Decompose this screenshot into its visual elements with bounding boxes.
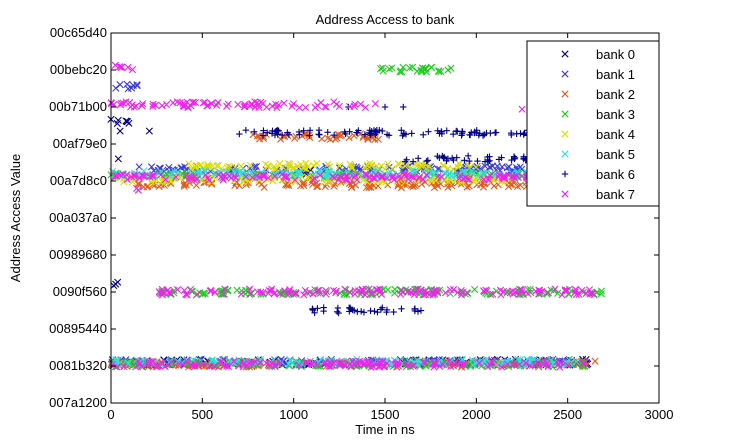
marker-stroke [155,182,163,191]
marker-stroke [298,132,306,140]
marker-stroke [134,179,143,187]
data-point [133,82,141,90]
data-point [147,163,156,171]
data-point [253,132,262,140]
marker-stroke [451,357,459,365]
marker-stroke [135,163,143,171]
data-point [279,132,287,140]
marker-stroke [114,116,122,124]
marker-stroke [227,166,235,174]
data-point [498,163,506,171]
data-point [277,135,285,143]
marker-stroke [125,119,133,127]
marker-stroke [114,155,122,163]
marker-stroke [110,281,118,290]
data-point [359,132,368,140]
marker-stroke [156,164,165,172]
marker-stroke [359,132,368,140]
marker-stroke [338,131,346,139]
data-point [345,134,353,142]
marker-stroke [133,82,141,90]
marker-stroke [345,134,353,142]
data-point [481,162,489,170]
data-point [400,164,408,172]
data-point [134,180,143,189]
marker-stroke [481,162,489,170]
data-point [114,116,122,124]
marker-stroke [127,84,136,92]
marker-stroke [318,135,326,143]
marker-stroke [252,162,260,171]
data-point [125,119,133,127]
data-point [250,163,259,171]
data-point [505,163,513,171]
marker-stroke [335,131,343,139]
marker-stroke [400,164,408,172]
marker-stroke [151,181,159,189]
marker-stroke [302,130,310,138]
marker-stroke [333,134,341,142]
marker-stroke [145,127,153,135]
marker-stroke [116,127,124,135]
marker-stroke [505,163,513,171]
marker-stroke [250,163,259,171]
data-point [116,81,124,89]
data-point [145,127,153,135]
marker-stroke [326,135,335,143]
marker-stroke [116,81,124,89]
marker-stroke [498,163,506,171]
data-point [116,127,124,135]
data-point [348,183,356,191]
marker-stroke [123,80,131,88]
marker-stroke [279,132,287,140]
marker-stroke [356,130,365,138]
marker-stroke [306,166,315,174]
data-point [255,135,264,143]
marker-stroke [206,167,215,176]
marker-stroke [277,135,285,143]
data-point [477,165,485,173]
marker-stroke [108,358,116,366]
data-point [123,80,131,88]
data-point [338,131,346,139]
marker-stroke [301,130,309,138]
marker-stroke [348,183,356,191]
data-point [249,131,257,139]
marker-stroke [356,165,364,174]
data-point [298,132,306,140]
marker-stroke [477,165,485,173]
marker-stroke [255,135,264,143]
marker-stroke [181,163,189,171]
data-point [252,162,260,171]
marker-stroke [385,163,393,171]
data-point [333,134,341,142]
data-point [110,281,118,290]
marker-stroke [134,180,143,189]
marker-stroke [444,183,452,191]
marker-stroke [374,135,382,143]
marker-stroke [147,163,156,171]
data-point [335,131,343,139]
data-point [114,155,122,163]
marker-stroke [165,163,173,172]
data-point [324,134,332,142]
marker-stroke [324,134,332,142]
marker-stroke [249,131,257,139]
marker-stroke [253,132,262,140]
